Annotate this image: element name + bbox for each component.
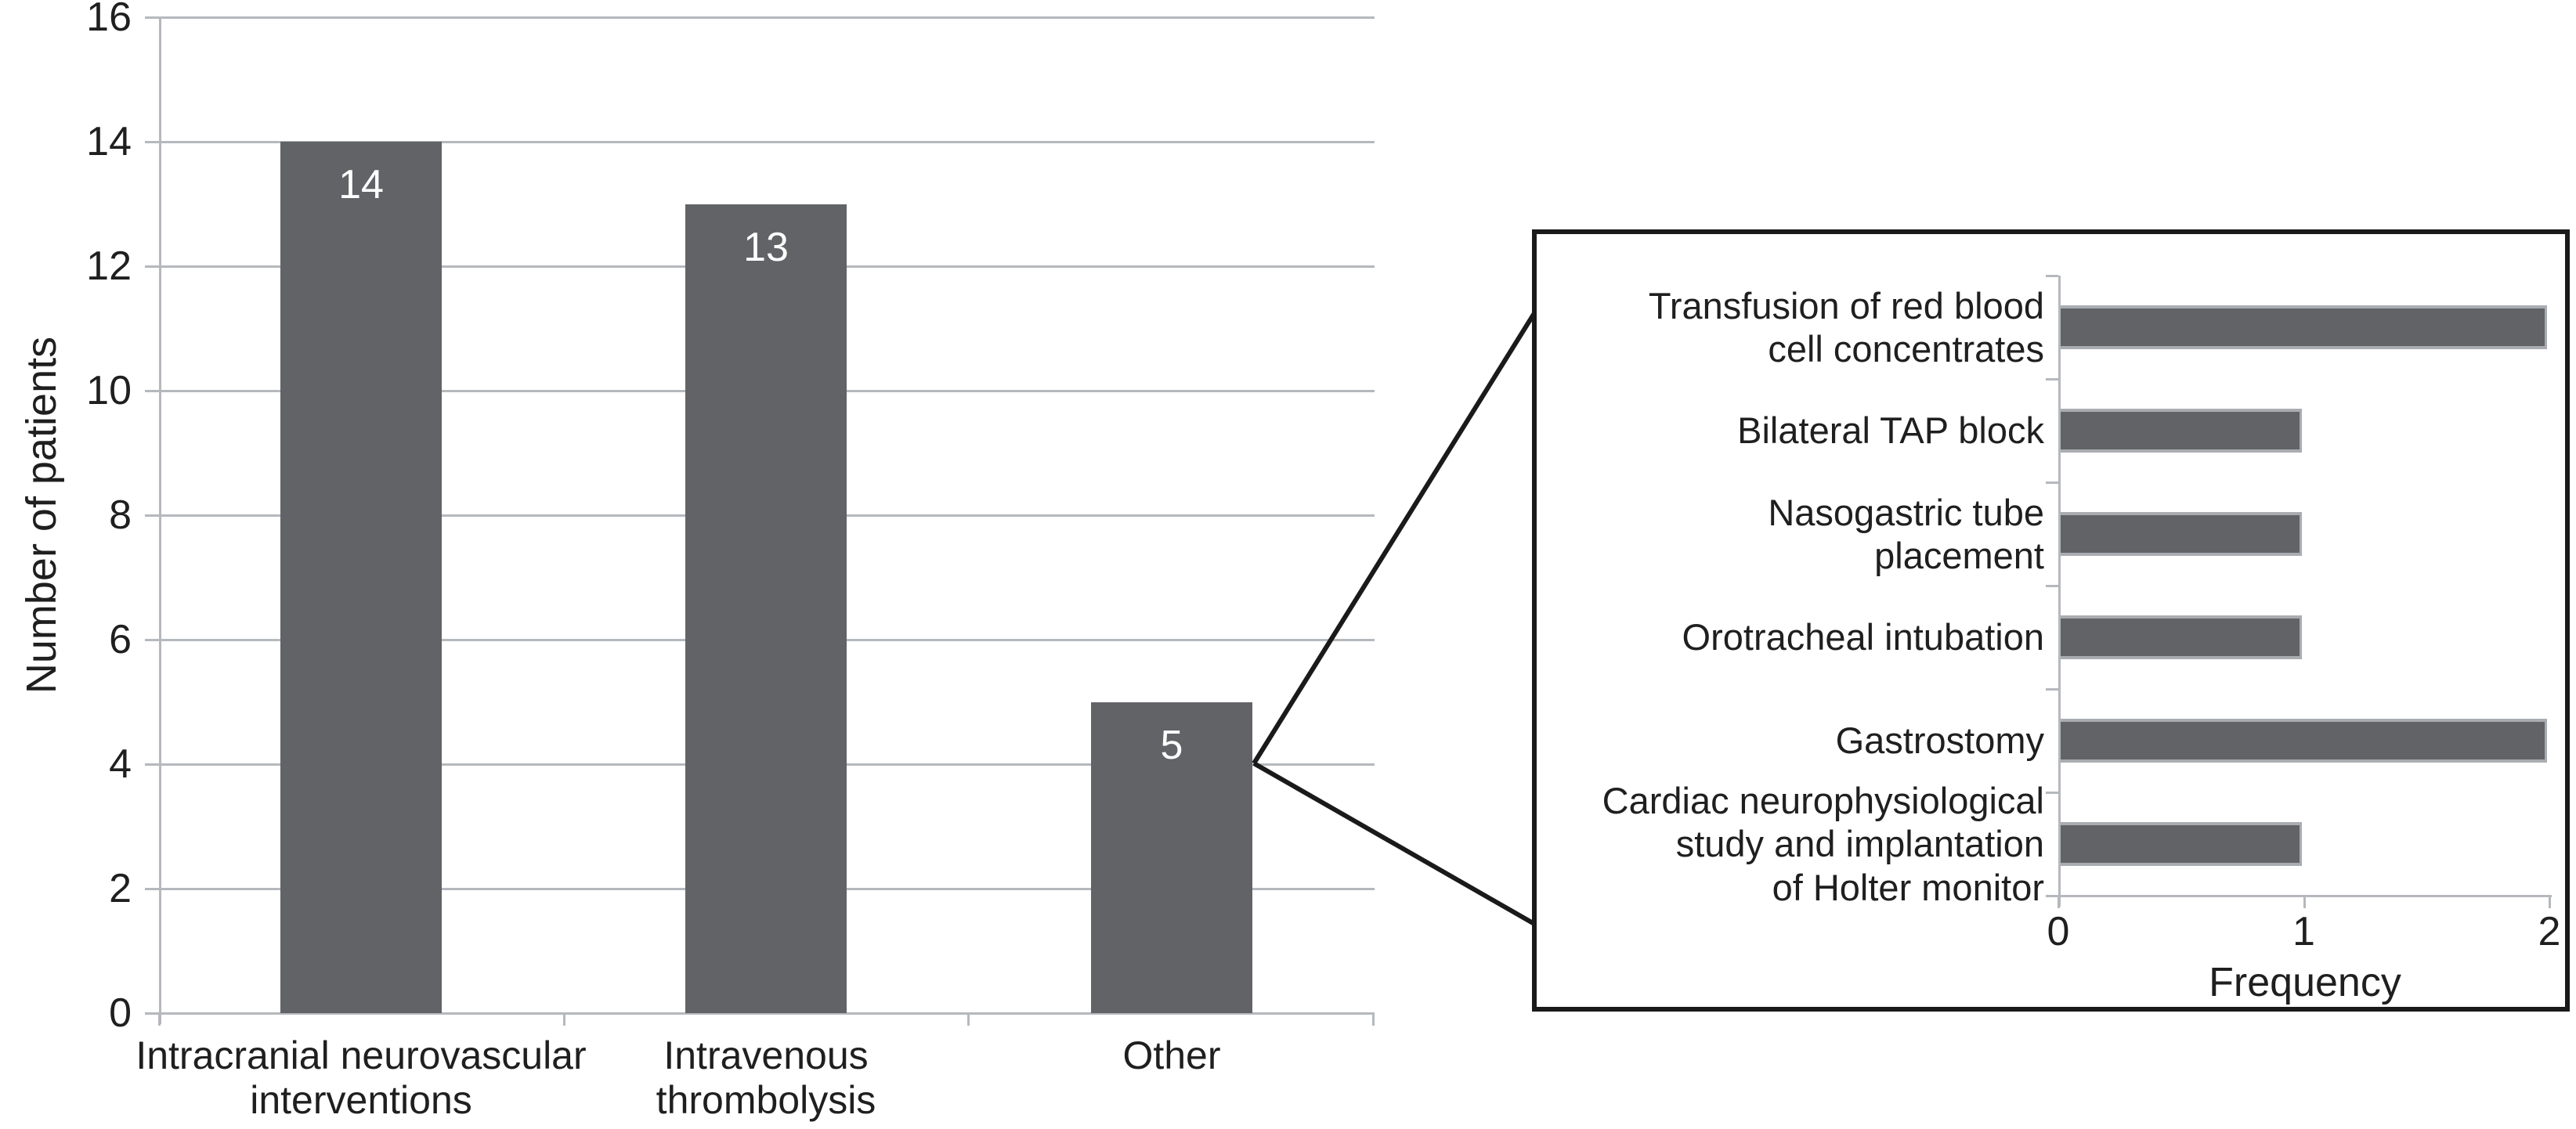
x-axis-tick — [1372, 1013, 1375, 1026]
y-axis-tick-label: 4 — [109, 741, 132, 787]
inset-x-axis-tick — [2058, 896, 2060, 908]
bar-other: 5 — [1091, 702, 1252, 1013]
inset-bar-nasogastric-tube-placement — [2061, 512, 2302, 556]
y-axis-tick-label: 6 — [109, 617, 132, 662]
inset-category-label: Transfusion of red blood cell concentrat… — [1537, 253, 2044, 402]
bar-value-label: 5 — [1160, 722, 1183, 768]
x-axis-tick — [158, 1013, 161, 1026]
inset-y-axis-tick — [2046, 688, 2058, 691]
inset-category-label: Cardiac neurophysiological study and imp… — [1537, 770, 2044, 918]
y-axis-tick-label: 2 — [109, 866, 132, 911]
y-axis-tick-label: 16 — [86, 0, 132, 40]
inset-x-tick-label: 2 — [2538, 909, 2561, 954]
inset-category-label-text: Bilateral TAP block — [1737, 409, 2044, 452]
bar-value-label: 13 — [743, 224, 789, 270]
inset-box: Frequency 0 1 2 Transfusion of red blood ce… — [1532, 229, 2570, 1012]
bar-intracranial-neurovascular-interventions: 14 — [280, 142, 442, 1013]
inset-category-label-text: Transfusion of red blood cell concentrat… — [1648, 284, 2044, 370]
inset-category-label: Orotracheal intubation — [1537, 563, 2044, 712]
inset-category-label: Nasogastric tube placement — [1537, 460, 2044, 608]
inset-y-axis-tick — [2046, 482, 2058, 484]
inset-bar-transfusion-of-red-blood-cell- — [2061, 305, 2547, 349]
inset-x-axis-tick — [2549, 896, 2551, 908]
inset-y-axis-tick — [2046, 378, 2058, 381]
inset-y-axis-line — [2058, 276, 2061, 907]
y-axis-line — [159, 17, 161, 1024]
y-axis-tick-label: 8 — [109, 492, 132, 538]
gridline — [145, 141, 1375, 143]
inset-category-label: Bilateral TAP block — [1537, 356, 2044, 505]
inset-x-axis-title: Frequency — [2209, 960, 2401, 1005]
inset-x-tick-label: 0 — [2047, 909, 2070, 954]
inset-bar-cardiac-neurophysiological-stu — [2061, 822, 2302, 866]
callout-line-upper — [1252, 312, 1537, 765]
inset-y-axis-tick — [2046, 895, 2058, 897]
y-axis-tick-label: 10 — [86, 368, 132, 413]
x-axis-category-label: Intravenous thrombolysis — [656, 1033, 876, 1122]
inset-bar-orotracheal-intubation — [2061, 615, 2302, 659]
inset-category-label: Gastrostomy — [1537, 666, 2044, 815]
inset-category-label-text: Nasogastric tube placement — [1768, 491, 2044, 576]
inset-bar-bilateral-tap-block — [2061, 409, 2302, 453]
x-axis-category-label: Other — [1122, 1033, 1221, 1077]
inset-y-axis-tick — [2046, 792, 2058, 794]
gridline — [145, 1012, 1375, 1015]
y-axis-tick-label: 12 — [86, 243, 132, 289]
inset-category-label-text: Cardiac neurophysiological study and imp… — [1602, 779, 2044, 908]
x-axis-tick — [967, 1013, 970, 1026]
inset-x-axis-tick — [2303, 896, 2306, 908]
bar-value-label: 14 — [338, 162, 384, 207]
inset-plot-area: Frequency 0 1 2 Transfusion of red blood ce… — [1537, 234, 2565, 1007]
y-axis-tick-label: 14 — [86, 119, 132, 164]
bar-intravenous-thrombolysis: 13 — [685, 204, 847, 1013]
gridline — [145, 16, 1375, 19]
x-axis-tick — [563, 1013, 565, 1026]
x-axis-category-label: Intracranial neurovascular interventions — [135, 1033, 587, 1122]
y-axis-tick-label: 0 — [109, 990, 132, 1036]
inset-bar-gastrostomy — [2061, 719, 2547, 763]
inset-category-label-text: Gastrostomy — [1835, 720, 2044, 762]
inset-category-label-text: Orotracheal intubation — [1682, 616, 2044, 658]
inset-y-axis-tick — [2046, 585, 2058, 587]
callout-line-lower — [1252, 761, 1536, 926]
inset-x-tick-label: 1 — [2292, 909, 2315, 954]
inset-y-axis-tick — [2046, 275, 2058, 277]
